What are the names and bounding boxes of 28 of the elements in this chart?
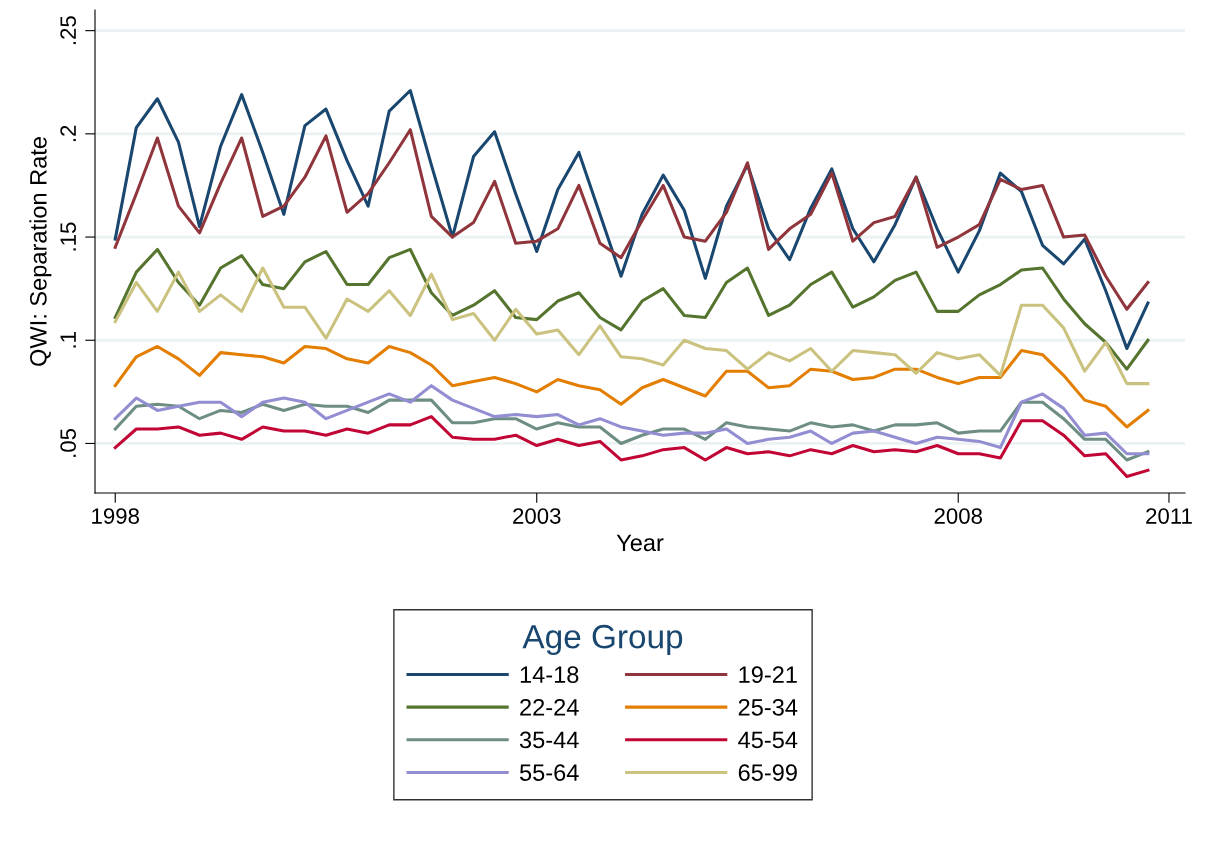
x-tick-label: 2008 bbox=[934, 508, 982, 524]
line-series bbox=[113, 398, 1150, 462]
line-series bbox=[113, 384, 1150, 456]
x-tick-label: 2003 bbox=[513, 508, 561, 524]
legend-label: 25-34 bbox=[738, 698, 798, 716]
y-tick-label: .1 bbox=[60, 332, 76, 348]
line-series bbox=[113, 247, 1150, 371]
y-axis-title: QWI: Separation Rate bbox=[29, 137, 52, 366]
line-series bbox=[113, 88, 1150, 351]
legend-label: 55-64 bbox=[519, 764, 579, 781]
legend-label: 22-24 bbox=[520, 698, 579, 716]
legend-title: Age Group bbox=[522, 624, 683, 656]
line-series bbox=[113, 344, 1150, 429]
legend-label: 45-54 bbox=[738, 731, 798, 749]
legend-label: 14-18 bbox=[520, 666, 579, 684]
y-tick-label: .05 bbox=[60, 428, 77, 457]
line-series bbox=[113, 128, 1150, 311]
y-tick-label: .15 bbox=[60, 222, 77, 251]
legend-label: 19-21 bbox=[739, 666, 797, 684]
y-tick-label: .2 bbox=[60, 125, 76, 142]
legend-label: 65-99 bbox=[738, 764, 797, 781]
x-tick-label: 1998 bbox=[92, 508, 139, 524]
x-tick-label: 2011 bbox=[1146, 508, 1192, 524]
line-series bbox=[113, 266, 1150, 386]
line-series bbox=[113, 415, 1150, 479]
legend-label: 35-44 bbox=[519, 731, 579, 749]
y-tick-label: .25 bbox=[60, 16, 77, 45]
x-axis-title: Year bbox=[616, 534, 664, 552]
